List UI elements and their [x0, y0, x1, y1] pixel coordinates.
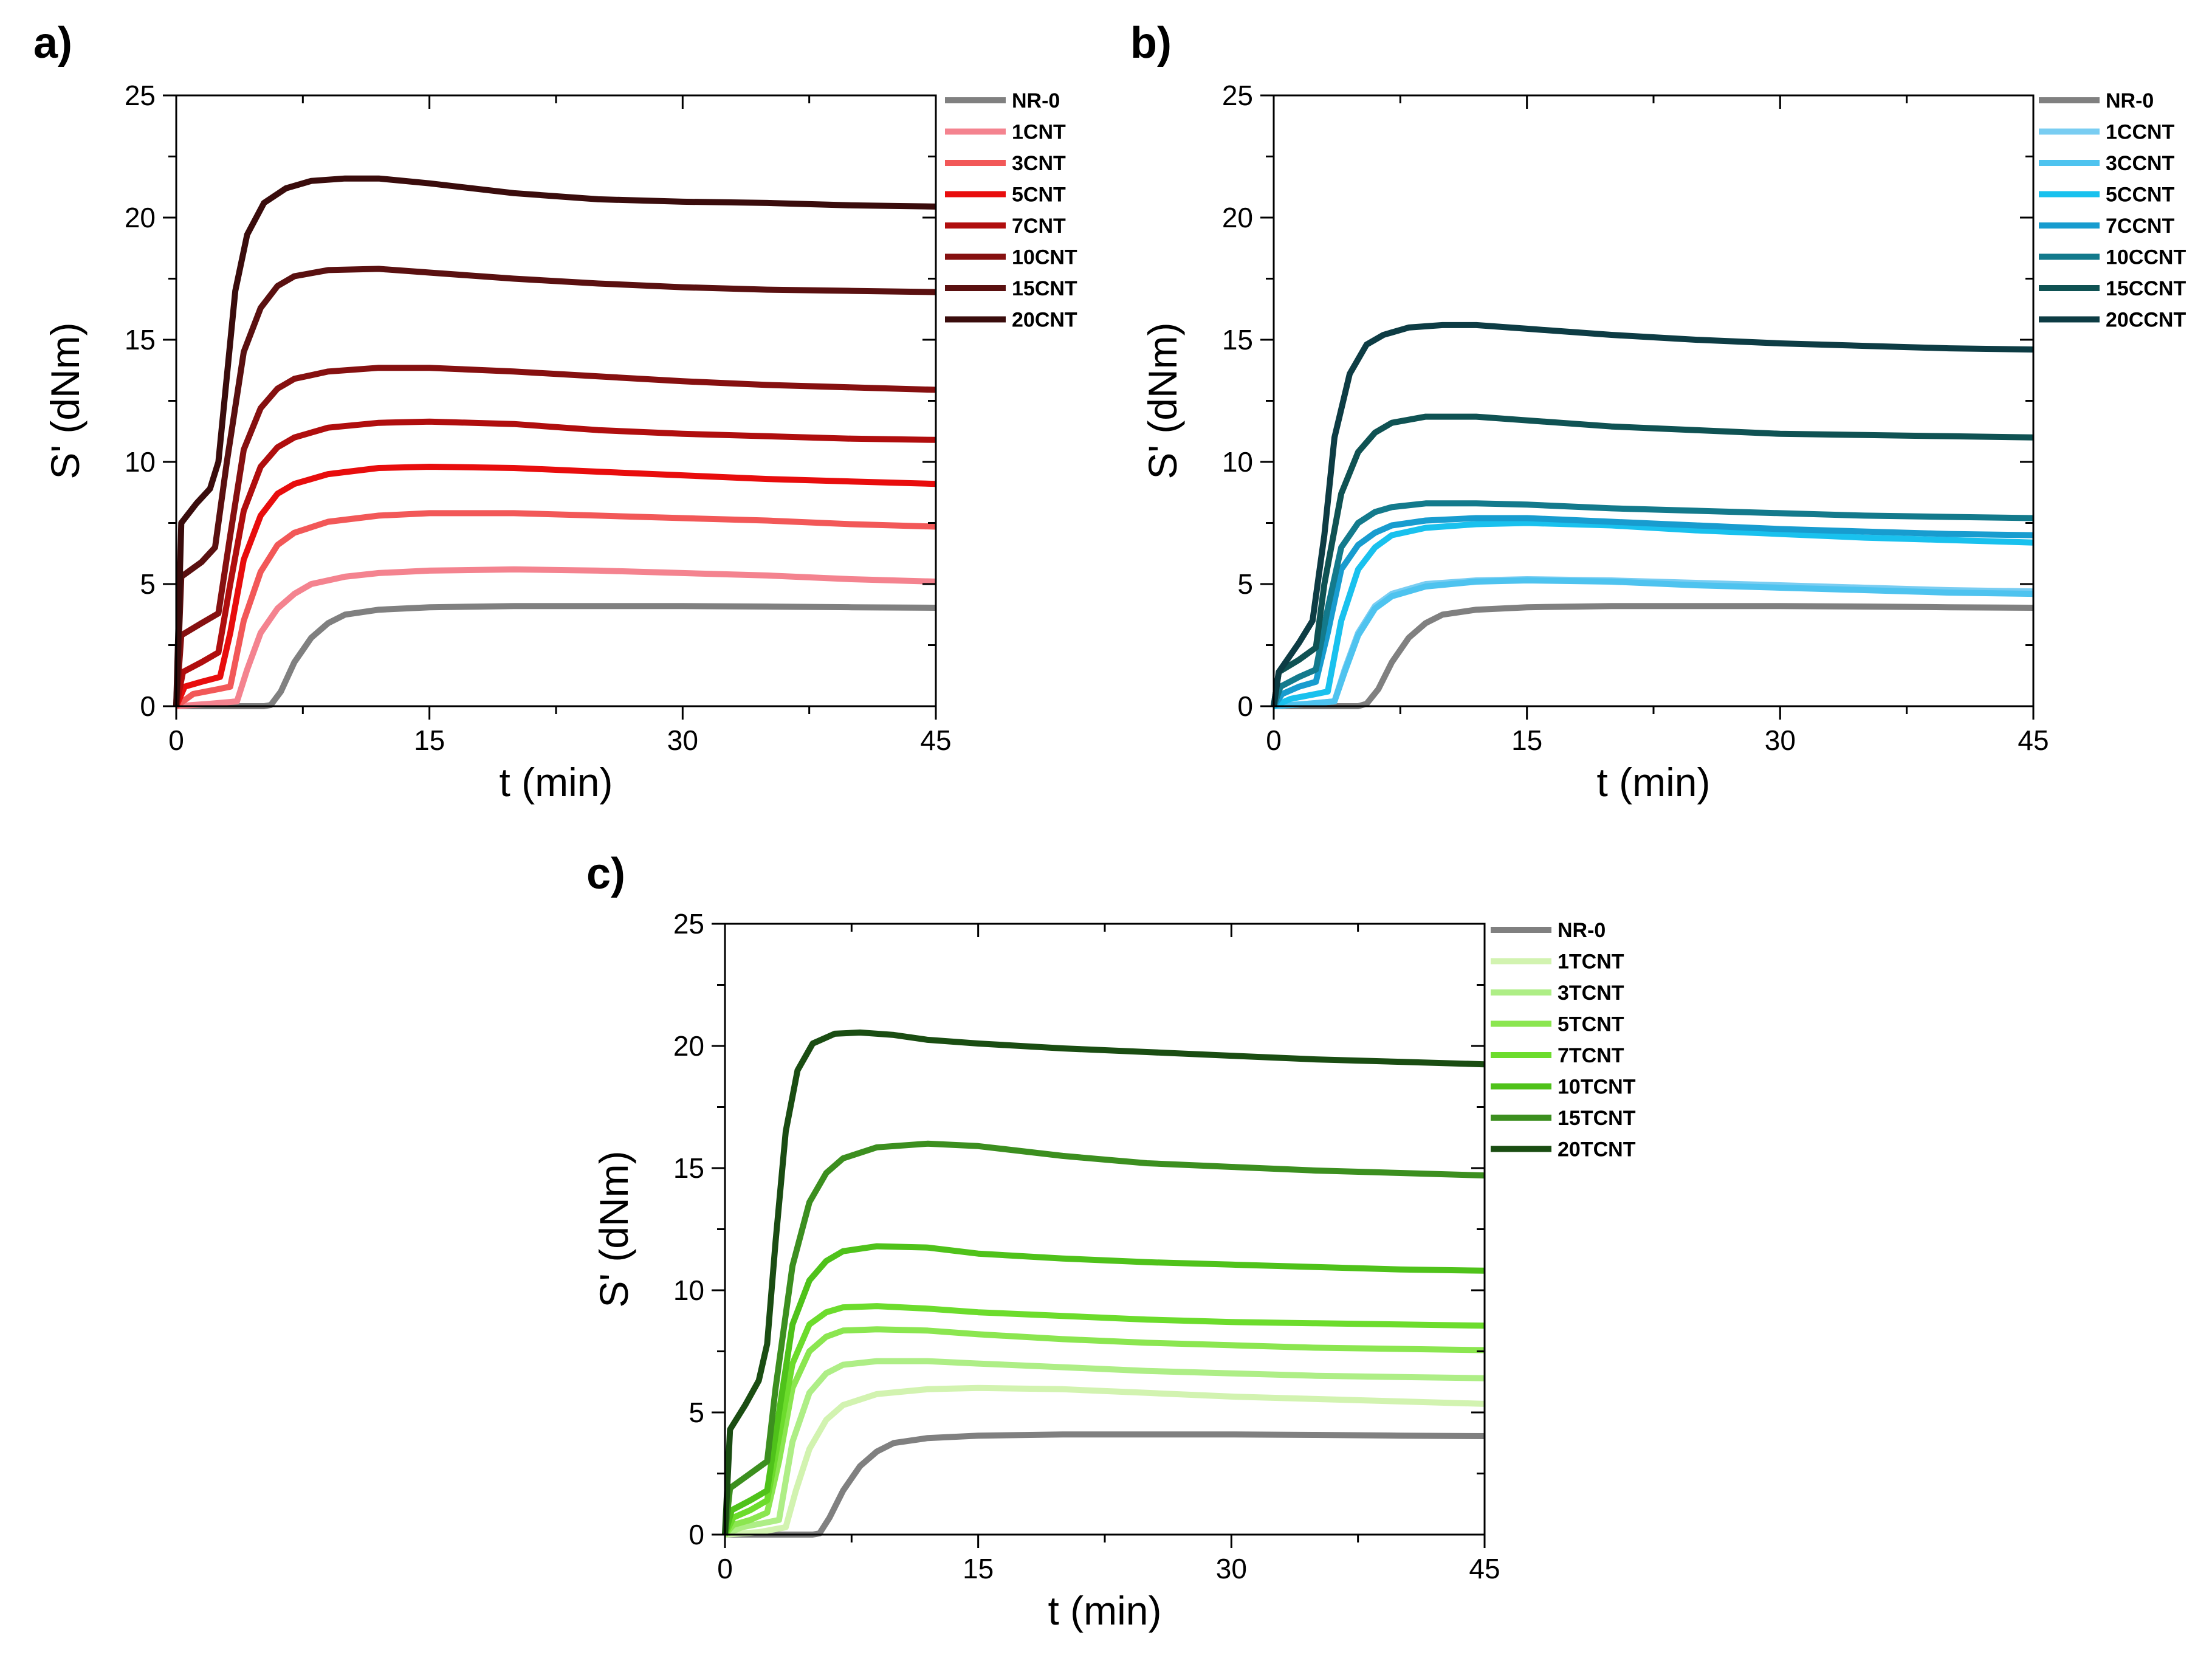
chart-1-x-tick-label: 0	[1266, 724, 1282, 756]
chart-2-legend-label-10tcnt: 10TCNT	[1558, 1076, 1636, 1099]
chart-1-legend-label-3ccnt: 3CCNT	[2106, 152, 2175, 175]
chart-0-legend-label-1cnt: 1CNT	[1012, 121, 1066, 144]
chart-1-legend-label-10ccnt: 10CCNT	[2106, 246, 2186, 269]
chart-0-series-line-10cnt	[173, 365, 936, 707]
chart-0-legend-label-20cnt: 20CNT	[1012, 309, 1077, 332]
chart-1-series-line-nr-0	[1274, 603, 2034, 709]
chart-2-y-tick-label: 10	[673, 1274, 704, 1306]
chart-0-y-tick-label: 5	[140, 568, 156, 600]
chart-0-y-tick-label: 10	[125, 446, 156, 478]
chart-0-legend-label-5cnt: 5CNT	[1012, 184, 1066, 207]
chart-2-legend-label-nr-0: NR-0	[1558, 919, 1606, 942]
chart-2-x-tick-label: 30	[1216, 1553, 1247, 1584]
chart-2-legend-label-15tcnt: 15TCNT	[1558, 1107, 1636, 1130]
chart-1-legend-label-nr-0: NR-0	[2106, 89, 2154, 112]
chart-0-y-axis-title: S' (dNm)	[43, 322, 88, 479]
chart-1-series-line-15ccnt	[1271, 413, 2034, 707]
chart-0-legend-label-15cnt: 15CNT	[1012, 277, 1077, 300]
chart-1-series-line-5ccnt	[1273, 520, 2034, 709]
chart-0-x-axis-title: t (min)	[500, 760, 613, 805]
chart-2-series-line-3tcnt	[724, 1358, 1485, 1538]
chart-2-x-tick-label: 45	[1469, 1553, 1500, 1584]
chart-2-series-line-7tcnt	[722, 1303, 1485, 1536]
chart-2-y-tick-label: 0	[689, 1519, 704, 1550]
chart-0-x-tick-label: 15	[414, 724, 445, 756]
chart-0-series-line-7cnt	[173, 418, 936, 707]
chart-2-x-tick-label: 0	[717, 1553, 733, 1584]
chart-2-plot-frame	[724, 923, 1486, 1536]
chart-1-legend-label-15ccnt: 15CCNT	[2106, 277, 2186, 300]
panel-b-label: b)	[1130, 19, 1172, 67]
chart-0-series-line-nr-0	[176, 603, 936, 709]
chart-1-y-tick-label: 10	[1222, 446, 1253, 478]
chart-1-x-axis-title: t (min)	[1597, 760, 1711, 805]
chart-0-x-tick-label: 30	[667, 724, 698, 756]
chart-2-legend-label-20tcnt: 20TCNT	[1558, 1138, 1636, 1161]
chart-2-legend-label-1tcnt: 1TCNT	[1558, 951, 1624, 974]
chart-2-legend-label-5tcnt: 5TCNT	[1558, 1013, 1624, 1036]
chart-2-series-line-5tcnt	[723, 1326, 1485, 1537]
chart-0-legend-label-10cnt: 10CNT	[1012, 246, 1077, 269]
chart-1-legend-label-20ccnt: 20CCNT	[2106, 309, 2186, 332]
chart-1-y-tick-label: 5	[1237, 568, 1253, 600]
panel-a-label: a)	[33, 19, 72, 67]
chart-0-series-line-20cnt	[173, 175, 936, 707]
chart-1-series-line-10ccnt	[1271, 500, 2034, 707]
chart-1-x-tick-label: 45	[2018, 724, 2049, 756]
chart-1-x-tick-label: 30	[1765, 724, 1796, 756]
chart-1-legend-label-5ccnt: 5CCNT	[2106, 184, 2175, 207]
chart-0-series-line-5cnt	[173, 464, 936, 707]
chart-0-y-tick-label: 20	[125, 202, 156, 233]
chart-1-y-tick-label: 20	[1222, 202, 1253, 233]
chart-1-series-line-20ccnt	[1271, 322, 2034, 707]
chart-0-y-tick-label: 0	[140, 690, 156, 722]
chart-0-x-tick-label: 0	[168, 724, 184, 756]
chart-2-series-line-1tcnt	[724, 1384, 1485, 1538]
chart-0-series-line-15cnt	[173, 266, 936, 707]
chart-0-legend-label-nr-0: NR-0	[1012, 89, 1060, 112]
chart-1-x-tick-label: 15	[1511, 724, 1542, 756]
chart-2-y-tick-label: 15	[673, 1152, 704, 1184]
chart-1-y-tick-label: 15	[1222, 324, 1253, 356]
chart-1-plot-frame	[1273, 94, 2035, 707]
chart-0-series-line-1cnt	[176, 566, 936, 709]
chart-2-y-tick-label: 25	[673, 908, 704, 940]
chart-2-series-line-10tcnt	[722, 1243, 1485, 1536]
chart-1-y-tick-label: 25	[1222, 80, 1253, 111]
chart-0-legend-label-7cnt: 7CNT	[1012, 215, 1066, 238]
chart-1-legend-label-7ccnt: 7CCNT	[2106, 215, 2175, 238]
chart-0-series-line-3cnt	[174, 510, 936, 709]
chart-2-x-tick-label: 15	[963, 1553, 994, 1584]
chart-0-legend-label-3cnt: 3CNT	[1012, 152, 1066, 175]
chart-2-y-tick-label: 20	[673, 1030, 704, 1062]
chart-2-series-line-nr-0	[725, 1431, 1485, 1538]
chart-2-x-axis-title: t (min)	[1048, 1588, 1162, 1633]
chart-panel-b: 0 15 30 45 0 5 10 15 20 25 t (min) S' (dNm) NR-0 1CCN…	[1140, 80, 2186, 805]
chart-1-legend-label-1ccnt: 1CCNT	[2106, 121, 2175, 144]
chart-panel-a: 0 15 30 45 0 5 10 15 20 25 t (min) S' (dNm) NR-0 1CNT…	[43, 80, 1077, 805]
chart-2-y-tick-label: 5	[689, 1397, 704, 1428]
chart-2-series-line-15tcnt	[722, 1140, 1485, 1535]
chart-2-legend-label-3tcnt: 3TCNT	[1558, 982, 1624, 1005]
chart-0-y-tick-label: 15	[125, 324, 156, 356]
chart-2-series-line-20tcnt	[722, 1029, 1485, 1535]
panel-c-label: c)	[586, 850, 625, 898]
chart-1-series-line-7ccnt	[1271, 515, 2034, 708]
chart-2-legend-label-7tcnt: 7TCNT	[1558, 1044, 1624, 1067]
chart-0-y-tick-label: 25	[125, 80, 156, 111]
chart-0-x-tick-label: 45	[920, 724, 951, 756]
chart-1-series-line-3ccnt	[1273, 577, 2034, 709]
chart-panel-c: 0 15 30 45 0 5 10 15 20 25 t (min) S' (dNm) NR-0 1TCN…	[591, 908, 1636, 1633]
chart-1-y-tick-label: 0	[1237, 690, 1253, 722]
chart-2-y-axis-title: S' (dNm)	[591, 1150, 636, 1307]
chart-1-y-axis-title: S' (dNm)	[1140, 322, 1185, 479]
